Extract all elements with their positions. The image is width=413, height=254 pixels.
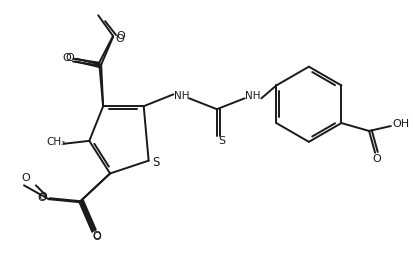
Text: NH: NH [244, 91, 260, 101]
Text: S: S [152, 156, 159, 169]
Text: NH: NH [173, 91, 189, 101]
Text: CH₃: CH₃ [46, 137, 65, 147]
Text: OH: OH [391, 119, 408, 129]
Text: S: S [218, 136, 225, 146]
Text: O: O [21, 173, 30, 183]
Text: O: O [93, 232, 101, 242]
Text: O: O [37, 193, 46, 203]
Text: O: O [65, 53, 74, 63]
Text: O: O [38, 192, 47, 202]
Text: O: O [116, 31, 125, 41]
Text: O: O [372, 154, 380, 164]
Text: O: O [93, 231, 101, 241]
Text: O: O [62, 53, 71, 63]
Text: O: O [115, 34, 124, 44]
